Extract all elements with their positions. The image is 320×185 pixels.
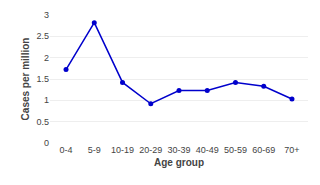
svg-text:3: 3: [44, 10, 49, 20]
svg-text:60-69: 60-69: [252, 145, 275, 155]
svg-text:Cases per million: Cases per million: [20, 38, 31, 121]
svg-text:2.5: 2.5: [36, 31, 49, 41]
svg-text:0-4: 0-4: [60, 145, 73, 155]
svg-text:70+: 70+: [284, 145, 299, 155]
svg-text:1: 1: [44, 95, 49, 105]
svg-text:10-19: 10-19: [111, 145, 134, 155]
svg-text:2: 2: [44, 53, 49, 63]
svg-text:Age group: Age group: [154, 157, 204, 168]
svg-text:0.5: 0.5: [36, 117, 49, 127]
svg-text:0: 0: [44, 138, 49, 148]
svg-text:1.5: 1.5: [36, 74, 49, 84]
svg-text:40-49: 40-49: [196, 145, 219, 155]
svg-text:50-59: 50-59: [224, 145, 247, 155]
svg-text:20-29: 20-29: [139, 145, 162, 155]
svg-text:5-9: 5-9: [88, 145, 101, 155]
svg-text:30-39: 30-39: [167, 145, 190, 155]
